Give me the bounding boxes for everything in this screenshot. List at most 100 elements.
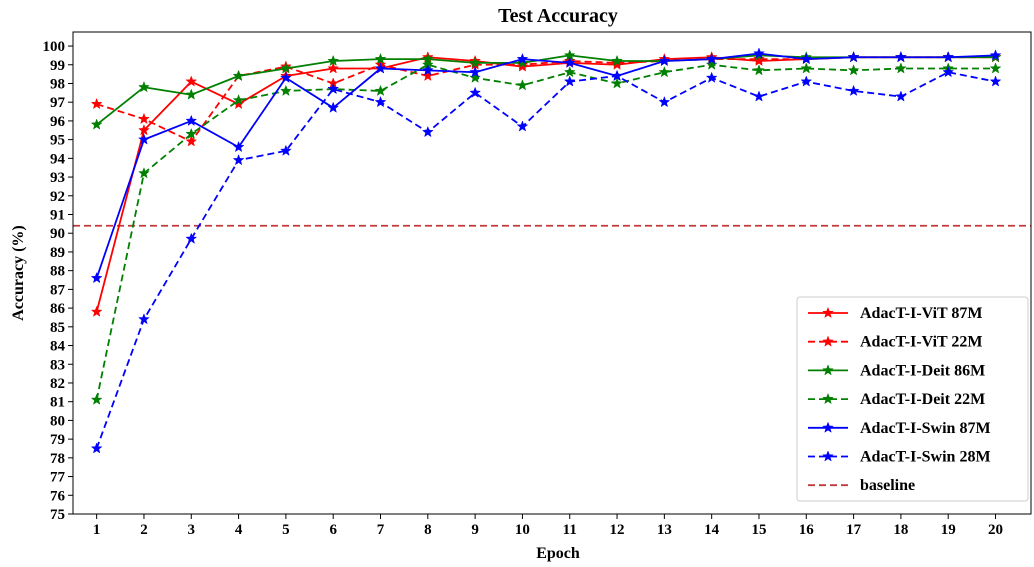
legend-label: AdacT-I-Deit 86M [860, 362, 985, 379]
data-point [138, 167, 150, 179]
y-tick-label: 88 [50, 264, 65, 280]
data-point [138, 124, 150, 136]
x-tick-label: 15 [751, 522, 766, 538]
y-tick-label: 93 [50, 170, 65, 186]
series-line [95, 63, 996, 401]
data-point [469, 86, 482, 98]
legend-marker [822, 335, 834, 347]
y-tick-label: 83 [50, 357, 65, 373]
legend-label: AdacT-I-Swin 87M [860, 420, 991, 437]
data-point [90, 118, 103, 130]
data-point [753, 90, 765, 102]
plot-frame [72, 31, 1032, 515]
x-tick-label: 2 [140, 522, 148, 538]
legend-label: AdacT-I-Deit 22M [860, 391, 985, 408]
legend-label: AdacT-I-ViT 87M [860, 305, 983, 322]
y-tick-label: 87 [50, 282, 66, 298]
data-point [705, 71, 718, 83]
y-tick-label: 92 [50, 189, 65, 205]
y-tick-label: 97 [50, 95, 66, 111]
data-point [469, 71, 482, 83]
legend-marker [822, 421, 834, 433]
series-5 [90, 66, 1002, 454]
x-tick-label: 13 [657, 522, 672, 538]
data-point [185, 127, 198, 140]
y-tick-label: 75 [50, 507, 65, 523]
data-point [563, 75, 576, 87]
data-point [90, 393, 103, 405]
data-point [516, 52, 529, 65]
data-point [138, 112, 150, 125]
series-line [96, 54, 996, 126]
data-point [279, 71, 292, 83]
data-point [469, 66, 482, 78]
data-point [327, 82, 340, 95]
data-point [800, 52, 813, 65]
data-point [232, 140, 245, 153]
legend-label: AdacT-I-Swin 28M [860, 449, 991, 466]
x-tick-label: 11 [563, 522, 577, 538]
legend-marker [822, 306, 834, 319]
data-point [658, 66, 671, 78]
y-tick-label: 78 [50, 451, 65, 467]
x-tick-label: 3 [188, 522, 196, 538]
data-point [90, 97, 103, 110]
data-point [847, 84, 860, 96]
data-point [185, 75, 198, 87]
data-point [753, 47, 765, 59]
y-tick-label: 80 [50, 413, 65, 429]
data-point [327, 62, 340, 74]
data-point [658, 54, 671, 67]
y-axis-ticks: 75 76 77 78 79 80 81 82 83 84 85 86 87 88 89 90 91 92 93 94… [43, 39, 73, 523]
data-point [894, 62, 907, 74]
x-tick-label: 17 [846, 522, 862, 538]
data-point [847, 51, 860, 63]
x-tick-label: 14 [704, 522, 720, 538]
data-point [279, 84, 292, 96]
data-point [327, 101, 340, 113]
data-point [374, 95, 387, 108]
data-point [421, 69, 434, 82]
data-point [138, 313, 150, 325]
data-point [658, 95, 671, 108]
data-point [90, 305, 103, 317]
data-point [421, 125, 434, 138]
x-tick-label: 8 [424, 522, 432, 538]
data-point [847, 64, 860, 76]
x-tick-label: 20 [988, 522, 1003, 538]
data-point [185, 114, 198, 126]
series-line [96, 56, 996, 143]
x-tick-label: 6 [329, 522, 337, 538]
data-point [327, 54, 340, 67]
y-tick-label: 90 [50, 226, 65, 242]
x-tick-label: 18 [893, 522, 908, 538]
data-point [800, 62, 813, 74]
x-tick-label: 5 [282, 522, 290, 538]
data-point [374, 62, 387, 74]
y-tick-label: 76 [50, 488, 66, 504]
data-point [516, 79, 529, 91]
y-tick-label: 81 [50, 395, 65, 411]
series-4 [90, 47, 1002, 284]
series-0 [90, 51, 1002, 317]
data-point [469, 56, 482, 68]
data-point [138, 133, 150, 145]
x-tick-label: 4 [235, 522, 243, 538]
legend-box [796, 296, 1029, 502]
data-point [563, 66, 576, 78]
data-point [185, 232, 198, 244]
y-tick-label: 94 [50, 151, 66, 167]
data-point [894, 51, 907, 63]
x-tick-label: 7 [377, 522, 385, 538]
data-point [989, 62, 1002, 74]
series-line [95, 52, 996, 279]
y-tick-label: 91 [50, 208, 65, 224]
x-tick-label: 1 [93, 522, 101, 538]
data-point [989, 75, 1002, 87]
x-tick-label: 19 [941, 522, 956, 538]
y-axis-title: Accuracy (%) [10, 225, 27, 321]
legend-label: baseline [860, 477, 915, 494]
data-point [753, 64, 765, 76]
series-line [95, 56, 996, 313]
